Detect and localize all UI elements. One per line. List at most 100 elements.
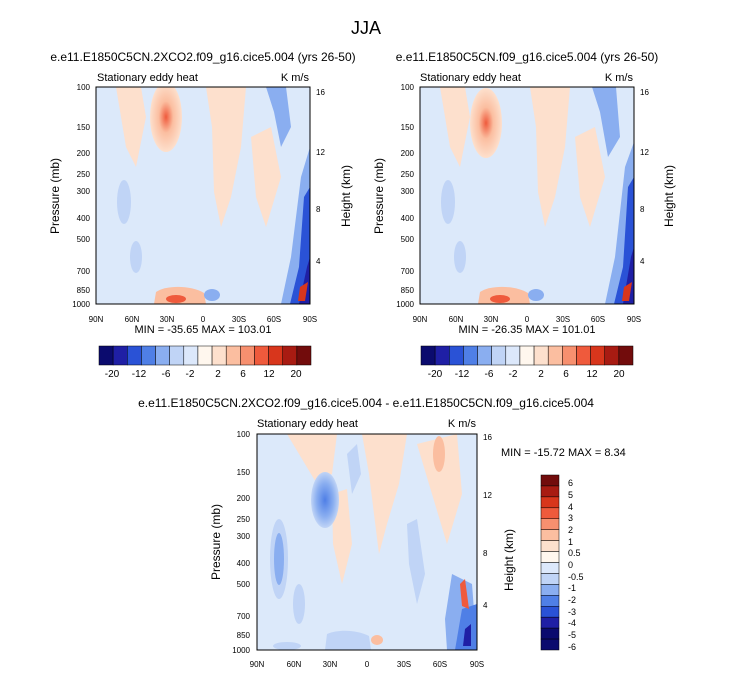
colorbar-label: -2 xyxy=(186,369,195,380)
colorbar-label: -6 xyxy=(568,642,576,652)
panel-diff-ylabel-right: Height (km) xyxy=(502,529,516,591)
panel-diff-field xyxy=(257,434,477,650)
panel-right-units: K m/s xyxy=(605,72,634,84)
colorbar-swatch xyxy=(540,485,560,498)
x-tick-label: 60N xyxy=(449,315,464,324)
y-tick-label: 850 xyxy=(401,286,415,295)
panel-diff-height-axis: 16 12 8 4 xyxy=(483,433,492,610)
colorbar-swatch xyxy=(254,345,269,366)
colorbar-swatch xyxy=(296,345,312,366)
colorbar-swatch xyxy=(268,345,283,366)
x-tick-label: 90S xyxy=(303,315,317,324)
colorbar-label: 20 xyxy=(613,369,625,380)
colorbar-swatch xyxy=(197,345,213,366)
colorbar-label: 12 xyxy=(263,369,275,380)
colorbar-swatch xyxy=(211,345,227,366)
y-tick-label: 400 xyxy=(77,214,91,223)
y-tick-label: 500 xyxy=(401,235,415,244)
y-tick-label: 200 xyxy=(77,149,91,158)
x-tick-label: 90S xyxy=(627,315,641,324)
panel-right-colorbar-labels: -20 -12 -6 -2 2 6 12 20 xyxy=(428,369,625,380)
colorbar-label: 4 xyxy=(568,502,573,512)
x-tick-label: 30N xyxy=(484,315,499,324)
colorbar-label: -6 xyxy=(162,369,171,380)
x-tick-label: 30S xyxy=(556,315,570,324)
x-tick-label: 60S xyxy=(267,315,281,324)
panel-diff-ylabel: Pressure (mb) xyxy=(209,504,223,580)
height-tick-label: 12 xyxy=(483,491,492,500)
panel-left-yaxis: 100 150 200 250 300 400 500 700 850 1000 xyxy=(72,83,90,309)
y-tick-label: 700 xyxy=(77,267,91,276)
colorbar-label: 6 xyxy=(568,478,573,488)
colorbar-swatch xyxy=(576,345,591,366)
colorbar-swatch xyxy=(463,345,478,366)
panel-right-title: e.e11.E1850C5CN.f09_g16.cice5.004 (yrs 2… xyxy=(396,50,659,64)
colorbar-label: 2 xyxy=(568,525,573,535)
colorbar-swatch xyxy=(183,345,199,366)
colorbar-swatch xyxy=(540,529,560,541)
y-tick-label: 300 xyxy=(401,187,415,196)
colorbar-label: 20 xyxy=(290,369,302,380)
height-tick-label: 4 xyxy=(483,601,488,610)
panel-left-ylabel: Pressure (mb) xyxy=(48,158,62,234)
colorbar-label: -3 xyxy=(568,607,576,617)
panel-right-ylabel: Pressure (mb) xyxy=(372,158,386,234)
y-tick-label: 100 xyxy=(401,83,415,92)
colorbar-label: 0 xyxy=(568,560,573,570)
y-tick-label: 200 xyxy=(237,494,251,503)
panel-right-height-axis: 16 12 8 4 xyxy=(640,88,649,266)
colorbar-label: 0.5 xyxy=(568,548,581,558)
colorbar-label: -12 xyxy=(132,369,147,380)
panel-right-yaxis: 100 150 200 250 300 400 500 700 850 1000 xyxy=(396,83,414,309)
y-tick-label: 100 xyxy=(77,83,91,92)
y-tick-label: 500 xyxy=(237,580,251,589)
colorbar-swatch xyxy=(540,606,560,618)
y-tick-label: 250 xyxy=(237,515,251,524)
panel-diff-colorbar xyxy=(540,474,560,651)
panel-left-field xyxy=(96,87,310,304)
colorbar-swatch xyxy=(540,573,560,585)
x-tick-label: 0 xyxy=(201,315,206,324)
panel-left-height-axis: 16 12 8 4 xyxy=(316,88,325,266)
panel-diff-colorbar-labels: 6 5 4 3 2 1 0.5 0 -0.5 -1 -2 -3 -4 -5 -6 xyxy=(568,478,584,652)
colorbar-swatch xyxy=(519,345,535,366)
x-tick-label: 90N xyxy=(413,315,428,324)
x-tick-label: 60S xyxy=(433,660,447,669)
panel-diff-yaxis: 100 150 200 250 300 400 500 700 850 1000 xyxy=(232,430,250,655)
x-tick-label: 0 xyxy=(365,660,370,669)
colorbar-swatch xyxy=(618,345,634,366)
colorbar-swatch xyxy=(540,540,560,552)
colorbar-swatch xyxy=(604,345,620,366)
colorbar-label: 12 xyxy=(586,369,598,380)
height-tick-label: 16 xyxy=(483,433,492,442)
x-tick-label: 30S xyxy=(232,315,246,324)
panel-left-colorbar xyxy=(98,345,312,366)
y-tick-label: 700 xyxy=(401,267,415,276)
colorbar-swatch xyxy=(533,345,549,366)
panel-right-field xyxy=(420,87,634,304)
y-tick-label: 150 xyxy=(237,468,251,477)
colorbar-swatch xyxy=(155,345,170,366)
panel-diff-subtitle: Stationary eddy heat xyxy=(257,418,358,430)
colorbar-swatch xyxy=(540,562,560,574)
height-tick-label: 8 xyxy=(640,205,645,214)
panel-left-stats: MIN = -35.65 MAX = 103.01 xyxy=(135,324,272,336)
panel-left-title: e.e11.E1850C5CN.2XCO2.f09_g16.cice5.004 … xyxy=(50,50,355,64)
colorbar-swatch xyxy=(540,518,560,530)
x-tick-label: 60N xyxy=(125,315,140,324)
panel-left: e.e11.E1850C5CN.2XCO2.f09_g16.cice5.004 … xyxy=(48,50,356,380)
panel-diff-units: K m/s xyxy=(448,418,477,430)
colorbar-swatch xyxy=(112,345,128,366)
x-tick-label: 90N xyxy=(89,315,104,324)
colorbar-label: -4 xyxy=(568,618,576,628)
x-tick-label: 90N xyxy=(250,660,265,669)
panel-right-ylabel-right: Height (km) xyxy=(662,165,676,227)
panel-right-xaxis: 90N 60N 30N 0 30S 60S 90S xyxy=(413,315,641,324)
y-tick-label: 250 xyxy=(77,170,91,179)
y-tick-label: 300 xyxy=(237,532,251,541)
y-tick-label: 700 xyxy=(237,612,251,621)
colorbar-swatch xyxy=(282,345,298,366)
x-tick-label: 90S xyxy=(470,660,484,669)
y-tick-label: 1000 xyxy=(72,300,90,309)
panel-right-colorbar xyxy=(420,345,634,366)
